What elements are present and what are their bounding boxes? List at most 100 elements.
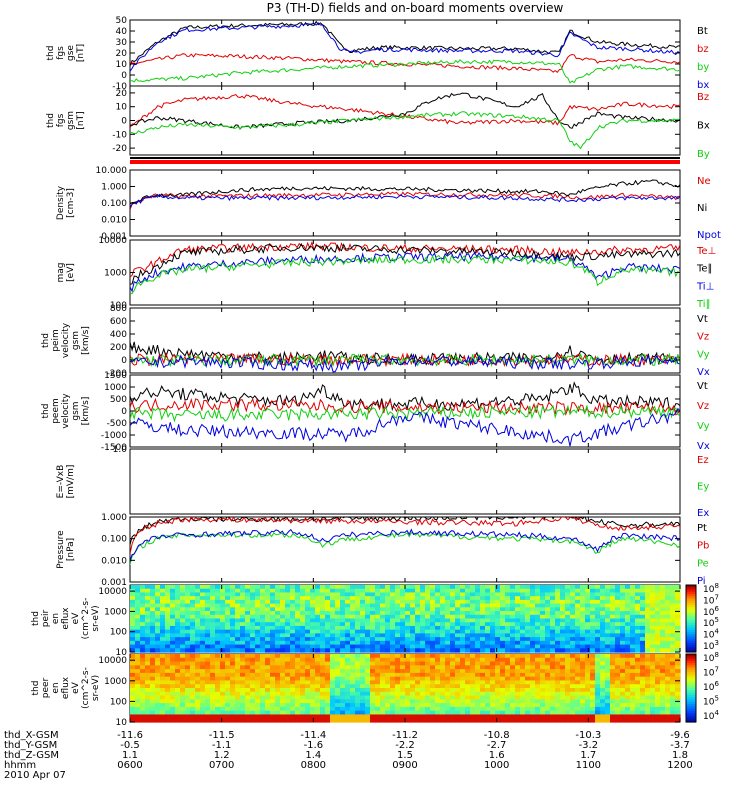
spectrogram-cell — [565, 676, 571, 682]
spectrogram-cell — [470, 637, 476, 642]
spectrogram-cell — [320, 695, 326, 700]
colorbar-step — [686, 667, 696, 671]
spectrogram-cell — [280, 592, 286, 597]
spectrogram-cell — [590, 695, 596, 700]
spectrogram-cell — [420, 703, 426, 708]
spectrogram-cell — [545, 703, 551, 708]
spectrogram-cell — [380, 625, 386, 631]
spectrogram-cell — [375, 706, 381, 712]
spectrogram-cell — [300, 657, 306, 663]
spectrogram-cell — [595, 633, 601, 638]
spectrogram-cell — [530, 614, 536, 620]
spectrogram-cell — [670, 596, 676, 601]
spectrogram-cell — [270, 625, 276, 631]
spectrogram-cell — [170, 714, 176, 719]
spectrogram-cell — [665, 710, 671, 716]
spectrogram-cell — [250, 618, 256, 623]
spectrogram-cell — [175, 691, 181, 697]
spectrogram-cell — [205, 596, 211, 601]
spectrogram-cell — [450, 706, 456, 712]
spectrogram-cell — [570, 599, 576, 605]
spectrogram-cell — [540, 629, 546, 634]
spectrogram-cell — [275, 618, 281, 623]
spectrogram-cell — [255, 680, 261, 685]
spectrogram-cell — [505, 699, 511, 704]
spectrogram-cell — [555, 585, 561, 590]
spectrogram-cell — [455, 625, 461, 631]
spectrogram-cell — [415, 718, 421, 723]
spectrogram-cell — [230, 592, 236, 597]
spectrogram-cell — [365, 699, 371, 704]
spectrogram-cell — [220, 599, 226, 605]
spectrogram-cell — [500, 611, 506, 616]
spectrogram-cell — [445, 661, 451, 666]
spectrogram-cell — [410, 665, 416, 670]
spectrogram-cell — [375, 691, 381, 697]
spectrogram-cell — [390, 599, 396, 605]
spectrogram-cell — [305, 618, 311, 623]
spectrogram-cell — [540, 648, 546, 653]
spectrogram-cell — [525, 592, 531, 597]
spectrogram-cell — [130, 625, 136, 631]
spectrogram-cell — [195, 637, 201, 642]
spectrogram-cell — [655, 714, 661, 719]
spectrogram-cell — [140, 614, 146, 620]
spectrogram-cell — [465, 644, 471, 649]
spectrogram-cell — [330, 665, 336, 670]
spectrogram-cell — [595, 599, 601, 605]
spectrogram-cell — [145, 706, 151, 712]
spectrogram-cell — [505, 672, 511, 678]
spectrogram-cell — [215, 607, 221, 612]
colorbar-step — [686, 699, 696, 703]
spectrogram-cell — [375, 672, 381, 678]
spectrogram-cell — [555, 625, 561, 631]
spectrogram-cell — [365, 695, 371, 700]
spectrogram-cell — [170, 676, 176, 682]
spectrogram-cell — [135, 611, 141, 616]
spectrogram-cell — [400, 607, 406, 612]
spectrogram-cell — [455, 665, 461, 670]
spectrogram-cell — [565, 691, 571, 697]
spectrogram-cell — [550, 676, 556, 682]
spectrogram-cell — [185, 661, 191, 666]
spectrogram-cell — [150, 603, 156, 608]
spectrogram-cell — [330, 718, 336, 723]
spectrogram-cell — [325, 710, 331, 716]
spectrogram-cell — [495, 622, 501, 627]
spectrogram-cell — [280, 622, 286, 627]
spectrogram-cell — [230, 633, 236, 638]
spectrogram-cell — [395, 703, 401, 708]
spectrogram-cell — [505, 603, 511, 608]
spectrogram-cell — [270, 633, 276, 638]
y-tick-label: 100 — [110, 628, 127, 638]
spectrogram-cell — [520, 718, 526, 723]
spectrogram-cell — [650, 599, 656, 605]
spectrogram-cell — [585, 710, 591, 716]
spectrogram-cell — [315, 657, 321, 663]
spectrogram-cell — [270, 648, 276, 653]
spectrogram-cell — [460, 618, 466, 623]
spectrogram-cell — [275, 684, 281, 689]
spectrogram-cell — [550, 714, 556, 719]
spectrogram-cell — [500, 603, 506, 608]
spectrogram-cell — [525, 654, 531, 659]
spectrogram-cell — [480, 665, 486, 670]
spectrogram-cell — [660, 688, 666, 693]
spectrogram-cell — [445, 676, 451, 682]
spectrogram-cell — [350, 588, 356, 594]
spectrogram-cell — [380, 684, 386, 689]
spectrogram-cell — [420, 622, 426, 627]
spectrogram-cell — [315, 661, 321, 666]
spectrogram-cell — [650, 672, 656, 678]
spectrogram-cell — [475, 714, 481, 719]
spectrogram-cell — [565, 614, 571, 620]
spectrogram-cell — [275, 676, 281, 682]
spectrogram-cell — [345, 640, 351, 646]
spectrogram-cell — [655, 676, 661, 682]
spectrogram-cell — [405, 637, 411, 642]
spectrogram-cell — [385, 703, 391, 708]
spectrogram-cell — [145, 644, 151, 649]
spectrogram-cell — [240, 637, 246, 642]
spectrogram-cell — [580, 633, 586, 638]
spectrogram-cell — [395, 614, 401, 620]
